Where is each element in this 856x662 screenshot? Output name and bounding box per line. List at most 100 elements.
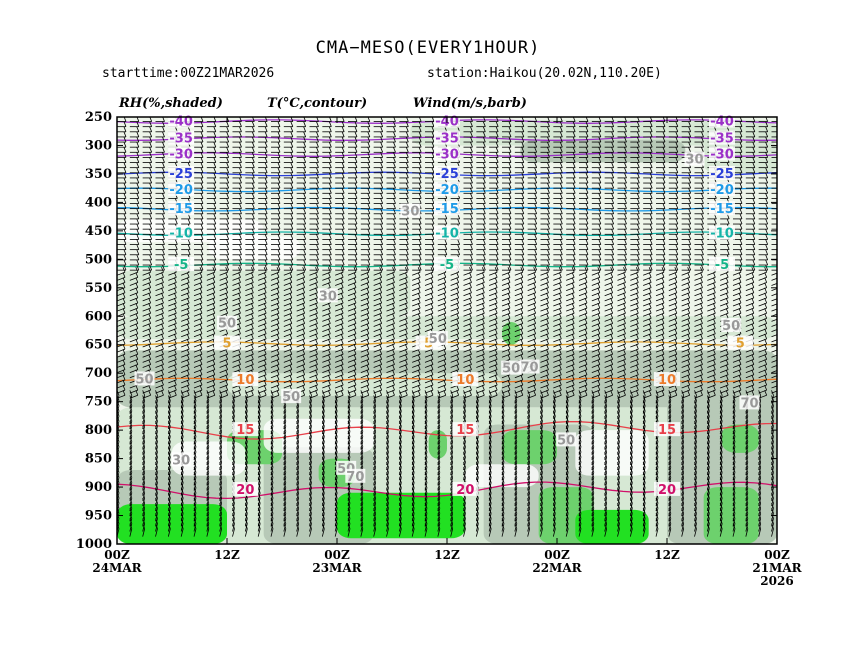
wind-barb — [668, 338, 677, 343]
wind-barb — [701, 265, 704, 271]
wind-barb — [630, 297, 639, 302]
wind-barb — [547, 121, 550, 127]
wind-barb — [547, 147, 550, 153]
rh-band — [117, 504, 227, 544]
wind-barb — [162, 234, 165, 240]
wind-barb — [764, 323, 768, 329]
wind-barb — [123, 265, 127, 271]
wind-barb — [572, 172, 576, 179]
wind-barb — [212, 302, 216, 309]
wind-barb — [276, 333, 280, 340]
wind-barb — [392, 323, 395, 329]
wind-barb — [779, 245, 781, 250]
wind-barb — [661, 287, 665, 293]
wind-barb — [584, 333, 588, 340]
wind-barb — [521, 167, 525, 173]
wind-barb — [264, 213, 268, 220]
wind-barb — [675, 259, 679, 266]
wind-barb — [662, 249, 666, 255]
wind-barb — [225, 308, 229, 314]
wind-barb — [161, 343, 164, 350]
wind-barb — [559, 157, 563, 163]
wind-barb — [540, 287, 549, 292]
wind-barb — [630, 353, 639, 358]
wind-barb — [322, 323, 331, 327]
wind-barb — [611, 136, 615, 143]
wind-barb — [277, 131, 281, 138]
wind-barb — [277, 249, 281, 255]
wind-barb — [655, 297, 665, 302]
wind-barb — [148, 297, 152, 304]
wind-barb — [764, 313, 768, 319]
wind-barb — [598, 147, 602, 153]
wind-barb — [181, 353, 190, 358]
wind-barb — [739, 213, 743, 220]
wind-barb — [584, 343, 588, 350]
wind-barb — [431, 147, 435, 153]
wind-barb — [765, 157, 769, 163]
wind-barb — [129, 328, 138, 333]
wind-barb — [450, 333, 459, 338]
wind-barb — [732, 277, 742, 281]
wind-barb — [162, 188, 165, 194]
wind-barb — [470, 224, 473, 230]
wind-barb — [591, 338, 600, 343]
wind-barb — [598, 152, 602, 158]
wind-barb — [173, 302, 177, 309]
wind-barb — [418, 126, 422, 132]
wind-barb — [264, 167, 268, 173]
wind-barb — [636, 183, 640, 189]
wind-barb — [379, 328, 383, 334]
wind-barb — [648, 323, 652, 329]
wind-barb — [213, 131, 217, 138]
wind-barb — [219, 292, 228, 297]
wind-barb — [508, 188, 512, 194]
wind-barb — [591, 302, 600, 307]
wind-barb — [360, 302, 369, 307]
wind-barb — [213, 234, 217, 240]
wind-barb — [258, 287, 267, 292]
wind-barb — [624, 229, 627, 235]
wind-barb — [765, 121, 769, 127]
wind-barb — [367, 218, 371, 225]
wind-barb — [393, 265, 396, 271]
wind-barb — [347, 292, 357, 297]
wind-barb — [752, 198, 756, 204]
wind-barb — [405, 234, 409, 240]
wind-barb — [181, 277, 190, 281]
wind-barb — [405, 249, 409, 255]
wind-barb — [424, 348, 434, 353]
wind-barb — [263, 267, 267, 273]
wind-barb — [392, 302, 395, 309]
wind-barb — [404, 267, 408, 273]
wind-barb — [199, 267, 203, 273]
wind-barb — [162, 249, 165, 255]
wind-barb — [764, 343, 768, 350]
wind-barb — [597, 277, 601, 283]
wind-barb — [514, 277, 523, 281]
wind-barb — [764, 272, 768, 278]
wind-barb — [309, 307, 318, 312]
wind-barb — [578, 348, 588, 353]
wind-barb — [604, 302, 613, 307]
wind-barb — [367, 193, 371, 199]
wind-barb — [347, 353, 357, 358]
wind-barb — [725, 308, 729, 314]
wind-barb — [354, 183, 358, 189]
wind-barb — [501, 287, 511, 292]
wind-barb — [558, 338, 562, 345]
wind-barb — [136, 239, 140, 245]
wind-barb — [399, 287, 408, 292]
wind-barb — [341, 229, 345, 235]
wind-barb — [206, 312, 215, 317]
wind-barb — [450, 359, 459, 363]
wind-barb — [520, 277, 524, 283]
wind-barb — [508, 203, 512, 209]
wind-barb — [610, 349, 614, 355]
wind-barb — [117, 271, 126, 276]
wind-barb — [239, 208, 242, 214]
wind-barb — [155, 282, 164, 286]
wind-barb — [135, 292, 139, 299]
wind-barb — [675, 224, 679, 230]
wind-barb — [296, 328, 305, 333]
